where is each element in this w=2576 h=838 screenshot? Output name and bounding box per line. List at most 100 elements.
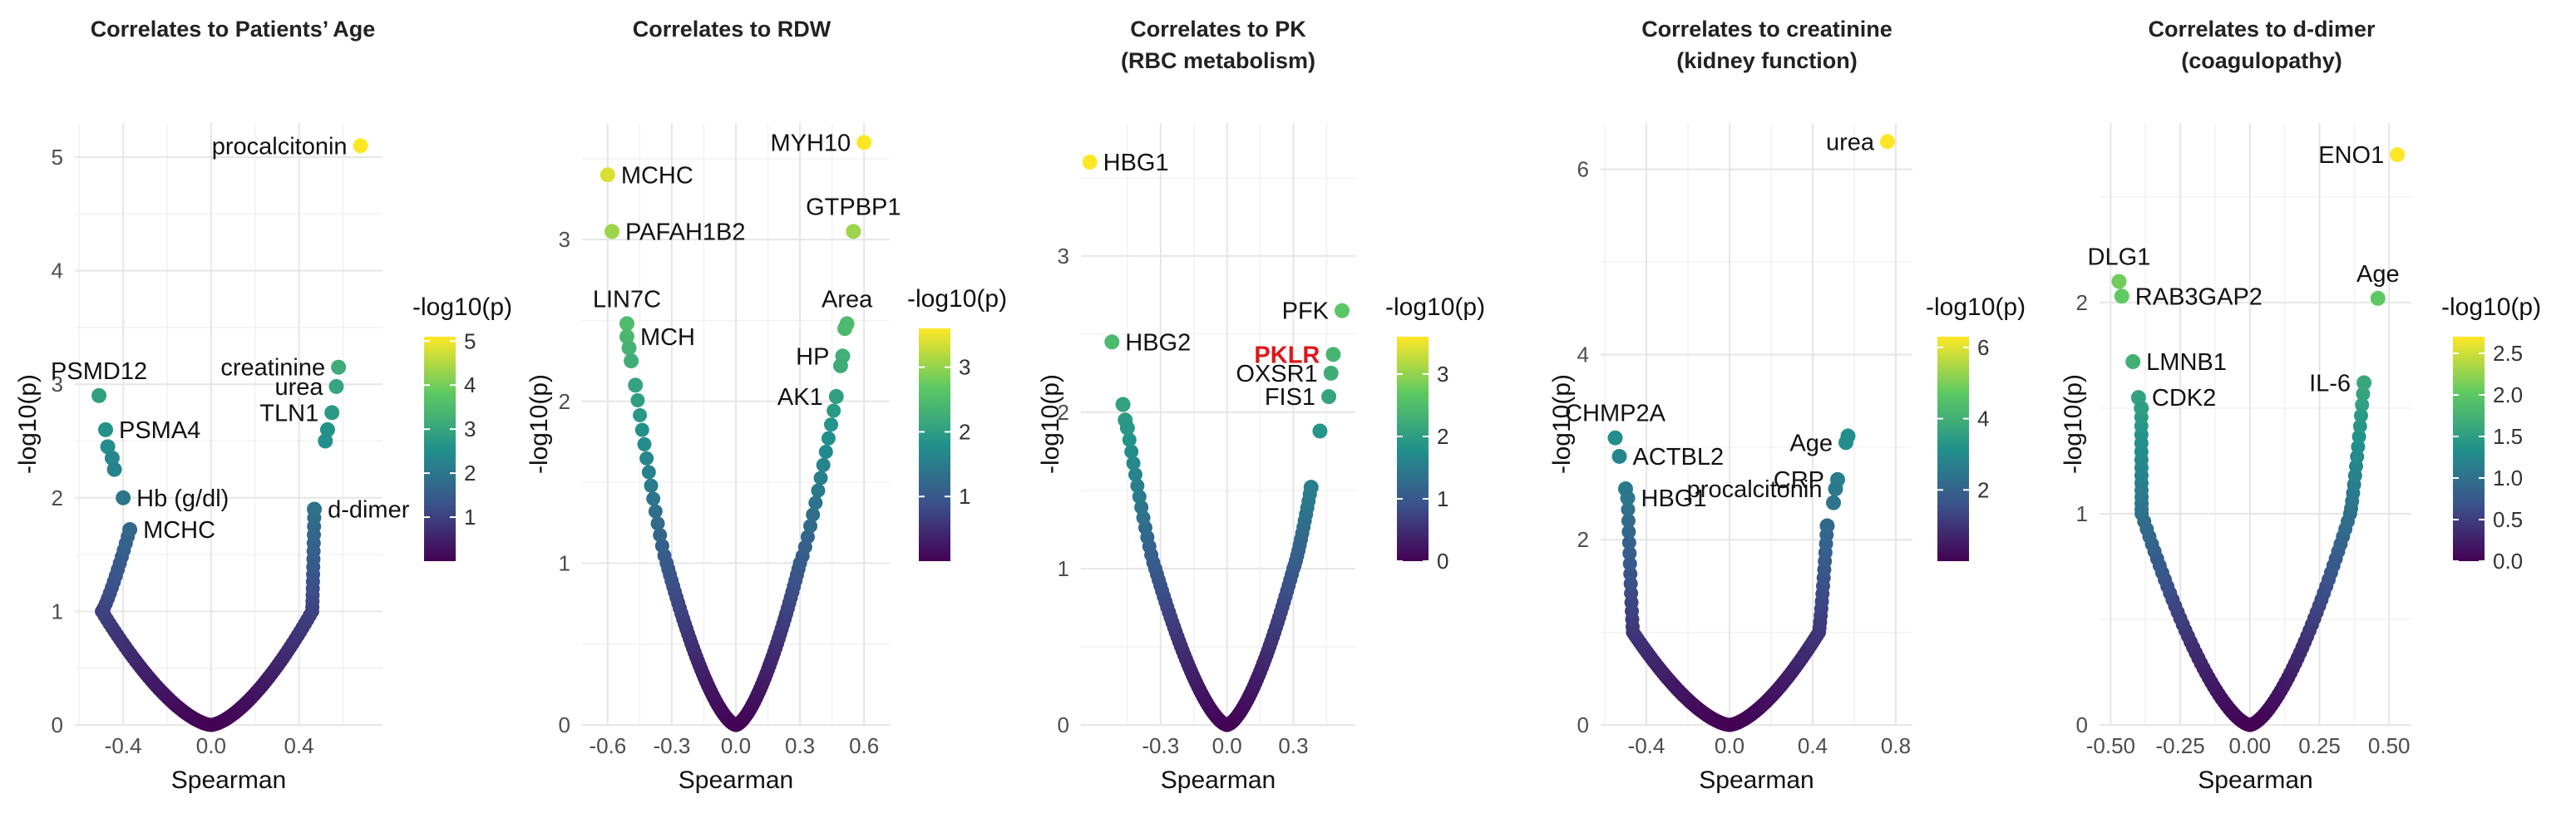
data-point <box>619 328 634 344</box>
arm-point <box>1622 556 1637 571</box>
point-label: PAFAH1B2 <box>625 219 746 245</box>
point-label: DLG1 <box>2088 244 2151 271</box>
data-point <box>98 421 113 437</box>
data-point <box>2134 400 2149 416</box>
arm-point <box>634 422 649 437</box>
data-point <box>1335 303 1350 318</box>
x-tick-label: 0.4 <box>1798 733 1828 758</box>
arm-point <box>1132 489 1147 504</box>
data-point <box>837 321 853 337</box>
y-tick-label: 4 <box>1577 342 1589 367</box>
point-label: PKLR <box>1254 342 1320 368</box>
grid <box>582 123 890 726</box>
y-tick-label: 2 <box>52 486 63 510</box>
x-tick-label: 0.4 <box>284 733 313 758</box>
color-legend: -log10(p) 0 1 2 3 <box>1385 293 1485 574</box>
data-point <box>1880 134 1895 150</box>
arm-point <box>654 539 669 554</box>
data-point <box>600 167 615 183</box>
arm-point <box>1622 546 1637 561</box>
y-tick-label: 6 <box>1577 157 1589 182</box>
point-label: HP <box>796 343 829 370</box>
arm-point <box>821 431 836 446</box>
arm-point <box>827 403 841 418</box>
y-tick-label: 1 <box>559 550 570 575</box>
point-label: HBG2 <box>1125 329 1191 356</box>
legend-tick-label: 0 <box>1437 549 1448 574</box>
color-legend: -log10(p) 1 2 3 4 5 <box>412 293 512 561</box>
data-point <box>2370 290 2386 306</box>
arm-point <box>637 436 652 451</box>
volcano-curve <box>2134 506 2357 732</box>
grid <box>1601 123 1912 726</box>
arm-point <box>2351 439 2366 454</box>
volcano-curve <box>1147 561 1300 732</box>
arm-point <box>1130 478 1145 493</box>
data-point <box>328 378 344 394</box>
legend-title: -log10(p) <box>2441 293 2541 321</box>
y-tick-label: 4 <box>52 259 63 283</box>
data-point <box>624 353 639 369</box>
point-label: Age <box>1789 430 1833 456</box>
data-point <box>318 433 333 449</box>
curve-arm <box>2134 387 2371 517</box>
arm-point <box>1126 456 1141 471</box>
point-label: ENO1 <box>2318 142 2384 169</box>
chart-title: Correlates to creatinine <box>1641 17 1893 42</box>
data-point <box>621 340 637 356</box>
data-point <box>2114 288 2129 304</box>
legend-colorbar <box>2453 337 2485 561</box>
x-axis-label: Spearman <box>1699 767 1814 794</box>
data-point <box>353 138 368 154</box>
arm-point <box>800 530 815 545</box>
x-tick-label: -0.3 <box>654 733 691 758</box>
y-tick-label: 0 <box>559 712 570 737</box>
data-point <box>628 377 644 393</box>
y-tick-label: 0 <box>52 712 63 737</box>
data-point <box>116 490 131 505</box>
point-label: LMNB1 <box>2146 349 2227 376</box>
point-label: CDK2 <box>2152 385 2216 412</box>
arm-point <box>650 516 665 531</box>
point-label: PSMA4 <box>119 417 200 444</box>
data-point <box>1115 397 1131 412</box>
chart-title: Correlates to d-dimer <box>2148 17 2376 42</box>
chart-title: Correlates to PK <box>1130 17 1306 42</box>
legend-title: -log10(p) <box>1926 293 2026 321</box>
y-tick-label: 0 <box>1577 712 1589 737</box>
curve-arm <box>1122 432 1317 573</box>
x-tick-label: 0.00 <box>2228 733 2271 758</box>
arm-point <box>2351 429 2366 444</box>
point-label: TLN1 <box>259 400 318 426</box>
x-tick-label: 0.8 <box>1881 733 1911 758</box>
data-point <box>319 421 335 437</box>
arm-point <box>806 507 821 522</box>
legend-title: -log10(p) <box>412 293 512 321</box>
arm-point <box>641 465 656 480</box>
legend-tick-label: 2 <box>1437 424 1448 449</box>
legend-colorbar <box>1937 337 1969 561</box>
point-label: RAB3GAP2 <box>2135 283 2263 310</box>
arm-point <box>808 495 823 510</box>
legend-tick-label: 1.5 <box>2493 424 2523 449</box>
data-point <box>1303 480 1319 495</box>
arm-point <box>803 519 818 534</box>
data-point <box>1321 389 1337 405</box>
x-tick-label: -0.50 <box>2086 733 2135 758</box>
data-point <box>604 224 619 239</box>
y-tick-label: 1 <box>1058 556 1069 581</box>
x-tick-label: 0.0 <box>196 733 226 758</box>
arm-point <box>811 483 826 498</box>
point-label: CRP <box>1774 467 1824 494</box>
arm-point <box>1122 432 1137 447</box>
data-point <box>1828 481 1843 496</box>
y-axis-label: -log10(p) <box>1548 374 1576 474</box>
point-label: MCHC <box>143 517 215 544</box>
data-point <box>324 405 340 421</box>
point-label: creatinine <box>220 355 325 382</box>
data-point <box>1325 347 1341 362</box>
data-point <box>828 388 844 404</box>
curve-arm <box>1621 502 1834 635</box>
point-label: MCH <box>640 324 695 351</box>
data-point <box>1082 155 1098 170</box>
